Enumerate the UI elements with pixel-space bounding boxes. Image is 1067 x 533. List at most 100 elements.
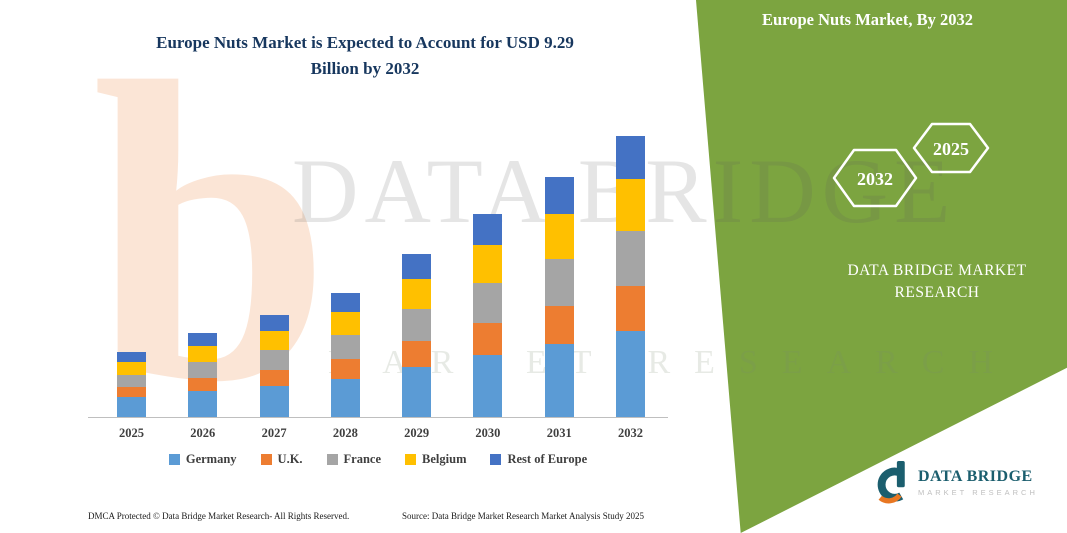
- bar-stack-2029: [402, 254, 432, 417]
- bar-segment-2030-germany: [473, 355, 503, 417]
- bar-segment-2031-rest-of-europe: [544, 177, 574, 215]
- legend-swatch-france: [326, 454, 338, 465]
- x-tick-label-2028: 2028: [332, 426, 358, 440]
- bar-segment-2026-u-k: [188, 378, 218, 391]
- bar-stack-2028: [330, 292, 360, 417]
- bar-segment-2032-u-k: [615, 286, 645, 332]
- legend-label-rest-of-europe: Rest of Europe: [507, 452, 588, 466]
- bar-segment-2026-france: [188, 362, 218, 378]
- bar-stack-2025: [117, 351, 146, 417]
- bar-group-2032: 2032: [615, 135, 645, 440]
- bar-stack-2032: [615, 135, 645, 417]
- panel-brand-line1: DATA BRIDGE MARKET: [847, 262, 1027, 279]
- legend-label-belgium: Belgium: [422, 452, 467, 466]
- bar-stack-2027: [259, 315, 289, 417]
- legend-item-rest-of-europe: Rest of Europe: [490, 452, 587, 467]
- hexagon-2025-label: 2025: [933, 139, 969, 159]
- chart-title: Europe Nuts Market is Expected to Accoun…: [135, 30, 595, 81]
- bar-segment-2026-germany: [188, 391, 218, 417]
- bar-segment-2028-france: [330, 335, 360, 359]
- bar-segment-2030-rest-of-europe: [473, 214, 503, 245]
- panel-title: Europe Nuts Market, By 2032: [762, 10, 973, 29]
- bar-segment-2031-france: [544, 259, 574, 307]
- bar-segment-2025-germany: [117, 397, 146, 417]
- bar-segment-2028-u-k: [330, 358, 360, 379]
- legend-label-u-k: U.K.: [277, 452, 303, 466]
- bar-segment-2029-belgium: [402, 279, 432, 310]
- x-tick-label-2025: 2025: [119, 426, 144, 440]
- bar-segment-2025-rest-of-europe: [117, 351, 146, 362]
- bar-segment-2029-france: [402, 309, 432, 342]
- chart-title-line1: Europe Nuts Market is Expected to Accoun…: [156, 33, 574, 52]
- bar-segment-2032-rest-of-europe: [615, 135, 645, 179]
- legend-label-germany: Germany: [185, 452, 237, 466]
- x-tick-label-2027: 2027: [261, 426, 287, 440]
- bar-segment-2031-u-k: [544, 306, 574, 345]
- bar-segment-2030-belgium: [473, 244, 503, 284]
- bar-group-2027: 2027: [259, 315, 289, 440]
- x-tick-label-2030: 2030: [475, 426, 501, 440]
- bar-segment-2029-germany: [402, 367, 432, 417]
- bar-segment-2027-germany: [259, 386, 289, 417]
- bar-segment-2031-belgium: [544, 214, 574, 260]
- legend-item-u-k: U.K.: [260, 452, 303, 467]
- legend-swatch-u-k: [260, 454, 272, 465]
- panel-brand-line2: RESEARCH: [894, 284, 980, 302]
- bar-segment-2032-france: [615, 230, 645, 287]
- legend-swatch-germany: [168, 454, 180, 465]
- bar-segment-2025-belgium: [117, 361, 146, 375]
- hexagon-2032-outline: [832, 148, 918, 208]
- x-tick-label-2032: 2032: [617, 426, 643, 440]
- bar-segment-2026-rest-of-europe: [188, 333, 218, 346]
- legend-swatch-rest-of-europe: [490, 454, 502, 465]
- bar-segment-2027-france: [259, 350, 289, 371]
- bar-stack-2030: [473, 214, 503, 417]
- legend-swatch-belgium: [405, 454, 417, 465]
- dmca-notice: DMCA Protected © Data Bridge Market Rese…: [88, 511, 350, 521]
- bar-segment-2026-belgium: [188, 346, 218, 362]
- bar-segment-2029-u-k: [402, 341, 432, 368]
- logo-tagline: MARKET RESEARCH: [918, 487, 1038, 497]
- bar-group-2025: 2025: [117, 351, 146, 440]
- bar-group-2031: 2031: [544, 177, 574, 440]
- bar-group-2028: 2028: [330, 292, 360, 440]
- panel-brand-text: DATA BRIDGE MARKET RESEARCH: [772, 260, 1067, 305]
- bar-segment-2025-france: [117, 374, 146, 387]
- data-bridge-logo: DATA BRIDGE MARKET RESEARCH: [868, 458, 1038, 506]
- legend-label-france: France: [343, 452, 382, 466]
- bar-segment-2029-rest-of-europe: [402, 254, 432, 280]
- bar-group-2026: 2026: [188, 333, 218, 440]
- bar-segment-2028-rest-of-europe: [330, 292, 360, 313]
- bar-segment-2028-germany: [330, 378, 360, 417]
- bar-segment-2032-germany: [615, 331, 645, 417]
- bar-segment-2028-belgium: [330, 312, 360, 336]
- legend-item-france: France: [326, 452, 382, 467]
- logo-text: DATA BRIDGE MARKET RESEARCH: [918, 468, 1038, 497]
- logo-accent-shape: [878, 493, 902, 504]
- bar-segment-2027-u-k: [259, 370, 289, 387]
- data-bridge-logo-icon: [877, 461, 905, 504]
- x-tick-label-2026: 2026: [190, 426, 216, 440]
- x-axis-line: [88, 417, 668, 418]
- bar-segment-2025-u-k: [117, 387, 146, 397]
- bar-segment-2031-germany: [544, 344, 574, 417]
- legend-item-germany: Germany: [168, 452, 237, 467]
- bar-segment-2032-belgium: [615, 178, 645, 231]
- logo-name: DATA BRIDGE: [918, 467, 1033, 485]
- legend-item-belgium: Belgium: [405, 452, 466, 467]
- year-hexagon-badges: 2032 2025: [832, 122, 990, 208]
- bar-stack-2026: [188, 333, 218, 417]
- bar-group-2030: 2030: [473, 214, 503, 440]
- bar-segment-2027-rest-of-europe: [259, 315, 289, 332]
- bar-stack-2031: [544, 177, 574, 417]
- bar-segment-2030-u-k: [473, 322, 503, 355]
- source-notice: Source: Data Bridge Market Research Mark…: [402, 511, 644, 521]
- plot-area: 2025 2026 2027 2028 2029 2030 2031 2032: [117, 120, 645, 440]
- watermark-tagline-text: MARKET RESEARCH: [328, 344, 1018, 381]
- bar-segment-2030-france: [473, 283, 503, 323]
- hexagon-2025-outline: [912, 122, 990, 174]
- chart-title-line2: Billion by 2032: [310, 58, 420, 78]
- x-tick-label-2029: 2029: [404, 426, 430, 440]
- hexagon-2032-label: 2032: [857, 169, 893, 189]
